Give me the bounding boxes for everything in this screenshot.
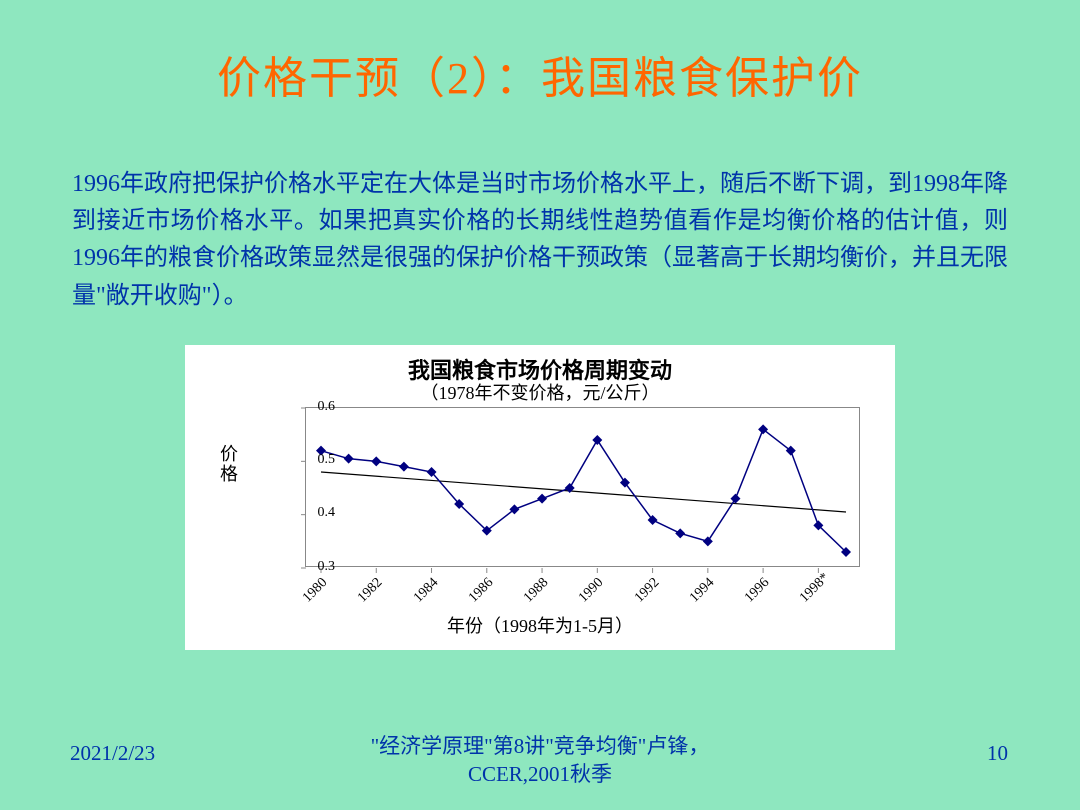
x-tick-label: 1992 — [632, 575, 663, 606]
y-tick-label: 0.3 — [318, 559, 336, 575]
y-tick-label: 0.4 — [318, 505, 336, 521]
x-tick-label: 1996 — [742, 575, 773, 606]
x-tick-label: 1994 — [687, 575, 718, 606]
x-tick-label: 1980 — [300, 575, 331, 606]
footer-page: 10 — [987, 741, 1008, 766]
footer-line1: "经济学原理"第8讲"竞争均衡"卢锋， — [371, 734, 710, 758]
body-text: 1996年政府把保护价格水平定在大体是当时市场价格水平上，随后不断下调，到199… — [72, 166, 1008, 315]
footer-line2: CCER,2001秋季 — [468, 762, 612, 786]
y-tick-label: 0.6 — [318, 399, 336, 415]
chart-svg — [306, 408, 861, 568]
x-tick-label: 1988 — [521, 575, 552, 606]
chart-subtitle: （1978年不变价格，元/公斤） — [185, 379, 895, 405]
y-axis-label: 价格 — [220, 445, 240, 485]
chart-plot-area — [305, 407, 860, 567]
x-tick-label: 1998* — [797, 570, 833, 606]
y-tick-label: 0.5 — [318, 452, 336, 468]
x-tick-label: 1984 — [411, 575, 442, 606]
x-tick-label: 1986 — [466, 575, 497, 606]
chart-container: 我国粮食市场价格周期变动 （1978年不变价格，元/公斤） 价格 年份（1998… — [185, 345, 895, 650]
x-tick-label: 1982 — [355, 575, 386, 606]
x-tick-label: 1990 — [576, 575, 607, 606]
x-axis-label: 年份（1998年为1-5月） — [185, 612, 895, 638]
slide-title: 价格干预（2）：我国粮食保护价 — [0, 0, 1080, 106]
footer-center: "经济学原理"第8讲"竞争均衡"卢锋， CCER,2001秋季 — [0, 733, 1080, 788]
